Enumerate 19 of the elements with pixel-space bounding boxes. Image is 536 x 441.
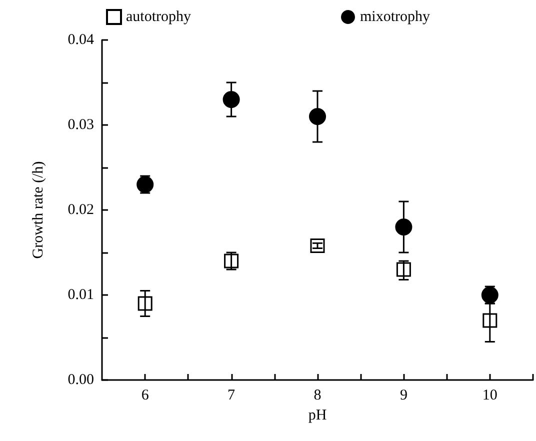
x-tick-label: 9 <box>400 388 408 404</box>
x-axis-title: pH <box>308 407 327 424</box>
legend-label: autotrophy <box>126 9 192 25</box>
y-axis-title: Growth rate (/h) <box>30 161 46 259</box>
x-tick-label: 6 <box>141 388 150 404</box>
point <box>222 91 240 108</box>
point <box>136 176 154 193</box>
x-tick-label: 10 <box>482 388 498 404</box>
point <box>309 108 326 125</box>
x-tick-label: 8 <box>314 388 322 404</box>
point <box>481 286 498 304</box>
point <box>395 218 412 236</box>
x-tick-label: 7 <box>228 388 236 404</box>
y-tick-label: 0.04 <box>68 32 94 48</box>
legend-label: mixotrophy <box>360 9 430 25</box>
y-tick-label: 0.00 <box>68 372 94 388</box>
y-tick-label: 0.01 <box>68 287 94 303</box>
y-tick-label: 0.02 <box>68 202 94 218</box>
y-tick-label: 0.03 <box>68 117 94 133</box>
